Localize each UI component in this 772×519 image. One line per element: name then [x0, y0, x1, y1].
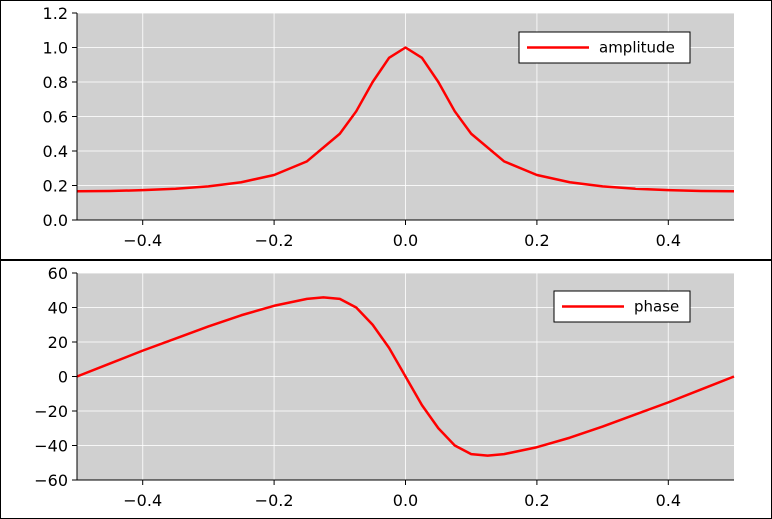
y-tick-label: 40 — [48, 299, 68, 318]
legend-label-phase: phase — [634, 298, 679, 316]
chart-legend: phase — [553, 290, 691, 323]
x-tick-label: −0.2 — [255, 491, 294, 510]
y-tick-label: 1.2 — [43, 4, 68, 23]
x-tick-label: −0.4 — [123, 231, 162, 250]
x-tick-label: 0.4 — [656, 491, 681, 510]
x-tick-label: −0.2 — [255, 231, 294, 250]
series-line-phase — [76, 296, 735, 457]
x-tick-label: 0.0 — [393, 231, 418, 250]
y-tick-label: 0.0 — [43, 211, 68, 230]
x-tick-label: 0.2 — [524, 491, 549, 510]
y-tick-label: 20 — [48, 333, 68, 352]
x-tick-label: 0.4 — [656, 231, 681, 250]
phase-chart: −0.4 −0.2 0.0 0.2 0.4 −60 −40 −20 0 20 40 60 phase — [34, 264, 735, 510]
amplitude-chart-panel: −0.4 −0.2 0.0 0.2 0.4 0.0 0.2 0.4 0.6 0.8 1.0 1.2 am… — [0, 0, 772, 260]
y-tick-label: 0 — [58, 368, 68, 387]
y-tick-label: 60 — [48, 264, 68, 283]
y-tick-label: −20 — [34, 402, 68, 421]
x-tick-label: 0.2 — [524, 231, 549, 250]
y-tick-label: 0.4 — [43, 142, 68, 161]
phase-chart-panel: −0.4 −0.2 0.0 0.2 0.4 −60 −40 −20 0 20 40 60 phase — [0, 260, 772, 519]
y-tick-label: 0.2 — [43, 177, 68, 196]
legend-label-amplitude: amplitude — [599, 39, 675, 57]
y-tick-label: 0.6 — [43, 108, 68, 127]
y-tick-label: −60 — [34, 471, 68, 490]
series-line-amplitude — [76, 46, 735, 193]
amplitude-chart: −0.4 −0.2 0.0 0.2 0.4 0.0 0.2 0.4 0.6 0.8 1.0 1.2 am… — [43, 4, 735, 250]
chart-legend: amplitude — [518, 31, 691, 64]
y-tick-label: 1.0 — [43, 39, 68, 58]
y-tick-label: −40 — [34, 437, 68, 456]
x-tick-label: 0.0 — [393, 491, 418, 510]
x-tick-label: −0.4 — [123, 491, 162, 510]
y-tick-label: 0.8 — [43, 73, 68, 92]
